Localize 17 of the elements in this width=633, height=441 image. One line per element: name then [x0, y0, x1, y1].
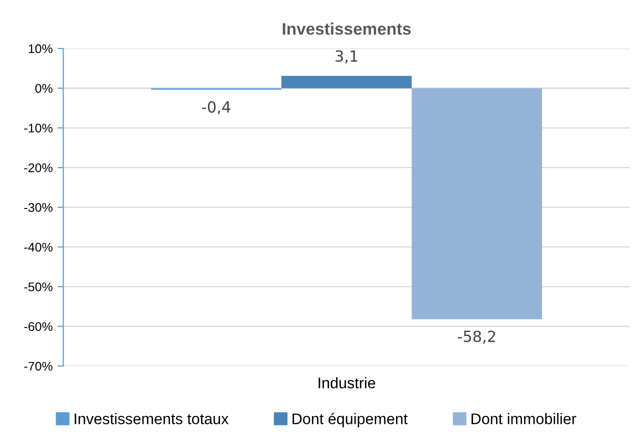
- y-tick-label: -70%: [24, 362, 52, 371]
- legend-label: Dont équipement: [292, 412, 408, 428]
- legend-label: Dont immobilier: [472, 413, 576, 424]
- y-tick-label: 10%: [28, 44, 52, 54]
- legend-label: Investissements totaux: [74, 413, 229, 424]
- y-tick-label: -60%: [24, 322, 52, 331]
- y-tick-label: -20%: [24, 163, 52, 172]
- data-label: -0,4: [202, 101, 230, 114]
- y-tick-label: -50%: [24, 282, 52, 292]
- y-tick-label: 0%: [35, 84, 52, 93]
- y-tick-label: -30%: [24, 203, 52, 212]
- data-label: 3,1: [336, 50, 358, 64]
- data-label: -58,2: [458, 330, 496, 344]
- x-tick-label: Industrie: [318, 377, 376, 388]
- chart-title: Investissements: [282, 22, 411, 35]
- y-tick-label: -40%: [24, 242, 52, 252]
- y-tick-label: -10%: [24, 124, 52, 133]
